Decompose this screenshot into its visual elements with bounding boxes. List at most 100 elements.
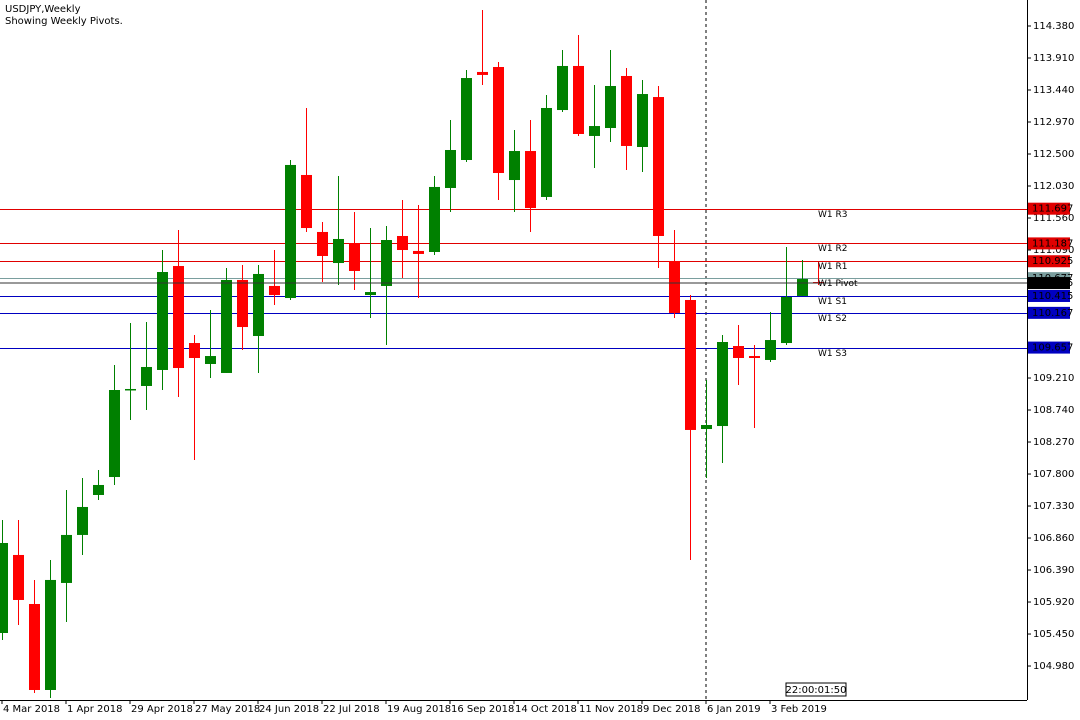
- y-tick-label: 113.440: [1033, 85, 1074, 96]
- candle-body: [493, 66, 504, 174]
- price-label-box: [1028, 306, 1070, 319]
- pivot-label: W1 R3: [818, 210, 847, 220]
- chart-title: USDJPY,Weekly: [5, 4, 81, 15]
- candle-body: [717, 341, 728, 427]
- price-label: 110.605: [1032, 278, 1073, 289]
- x-tick-label: 29 Apr 2018: [131, 704, 193, 715]
- candle-body: [573, 65, 584, 134]
- x-tick-label: 11 Nov 2018: [579, 704, 643, 715]
- candle-body: [205, 356, 216, 364]
- x-tick-label: 19 Aug 2018: [387, 704, 451, 715]
- timer-box: [785, 682, 847, 697]
- timer: 22:00:01:50: [785, 685, 846, 696]
- candle-body: [557, 65, 568, 111]
- y-tick-label: 107.800: [1033, 469, 1074, 480]
- y-tick-label: 105.450: [1033, 629, 1074, 640]
- candle-body: [0, 542, 8, 634]
- candle-body: [173, 266, 184, 369]
- y-tick-label: 112.970: [1033, 117, 1074, 128]
- y-tick-label: 112.500: [1033, 149, 1074, 160]
- y-tick-label: 114.380: [1033, 21, 1074, 32]
- x-tick-label: 1 Apr 2018: [67, 704, 122, 715]
- price-label-box: [1028, 255, 1070, 268]
- candle-body: [317, 231, 328, 257]
- x-tick-label: 27 May 2018: [195, 704, 260, 715]
- pivot-label: W1 S3: [818, 349, 847, 359]
- candle-body: [477, 71, 488, 75]
- pivot-label: W1 S1: [818, 297, 847, 307]
- price-label: 111.187: [1032, 238, 1073, 249]
- candle-body: [189, 343, 200, 359]
- candle-body: [525, 151, 536, 209]
- pivot-label: W1 S2: [818, 314, 847, 324]
- candle-body: [77, 506, 88, 535]
- candle-body: [589, 126, 600, 136]
- y-tick-label: 106.860: [1033, 533, 1074, 544]
- candle-body: [509, 151, 520, 181]
- candle-body: [429, 186, 440, 252]
- price-label-box: [1028, 289, 1070, 302]
- candle-body: [301, 174, 312, 229]
- x-tick-label: 6 Jan 2019: [707, 704, 761, 715]
- price-label: 110.925: [1032, 256, 1073, 267]
- candle-body: [45, 579, 56, 690]
- plot: [0, 10, 1027, 698]
- y-tick-label: 111.090: [1033, 245, 1074, 256]
- candle-body: [381, 240, 392, 286]
- x-tick-label: 3 Feb 2019: [771, 704, 827, 715]
- candle-body: [109, 390, 120, 478]
- candle-body: [605, 85, 616, 129]
- pivot-label: W1 Pivot: [818, 279, 858, 289]
- candle-body: [29, 603, 40, 690]
- candle-body: [141, 366, 152, 386]
- x-tick-label: 16 Sep 2018: [451, 704, 514, 715]
- pivot-label: W1 R2: [818, 244, 847, 254]
- price-label-box: [1028, 341, 1070, 354]
- x-tick-label: 14 Oct 2018: [515, 704, 577, 715]
- candle-body: [237, 279, 248, 328]
- candle-body: [765, 340, 776, 360]
- price-label: 109.657: [1032, 343, 1073, 354]
- price-label-box: [1028, 277, 1070, 290]
- candle-body: [413, 250, 424, 254]
- candle-body: [749, 356, 760, 359]
- candle-body: [93, 484, 104, 495]
- candle-body: [685, 299, 696, 430]
- y-tick-label: 104.980: [1033, 661, 1074, 672]
- y-tick-label: 107.330: [1033, 501, 1074, 512]
- candle-body: [221, 279, 232, 373]
- candle-body: [333, 238, 344, 264]
- candle-body: [349, 243, 360, 271]
- price-label-box: [1028, 202, 1070, 215]
- x-tick-label: 22 Jul 2018: [323, 704, 380, 715]
- candle-body: [445, 149, 456, 188]
- price-label: 110.167: [1032, 308, 1073, 319]
- candle-body: [669, 260, 680, 313]
- candle-body: [125, 388, 136, 391]
- y-tick-label: 108.270: [1033, 437, 1074, 448]
- y-tick-label: 105.920: [1033, 597, 1074, 608]
- candle-body: [285, 164, 296, 299]
- candle-body: [269, 285, 280, 296]
- candle-body: [781, 296, 792, 344]
- price-label-box: [1028, 237, 1070, 250]
- candle-body: [365, 292, 376, 296]
- y-tick-label: 108.740: [1033, 405, 1074, 416]
- x-tick-label: 9 Dec 2018: [643, 704, 701, 715]
- candle-body: [461, 78, 472, 161]
- y-tick-label: 109.210: [1033, 373, 1074, 384]
- candle-body: [61, 534, 72, 583]
- candle-body: [621, 75, 632, 146]
- candle-body: [701, 424, 712, 430]
- candle-body: [797, 279, 808, 296]
- candle-body: [733, 346, 744, 359]
- candle-body: [541, 107, 552, 197]
- candle-body: [397, 235, 408, 251]
- pivot-label: W1 R1: [818, 262, 847, 272]
- price-label: 111.697: [1032, 204, 1073, 215]
- y-tick-label: 113.910: [1033, 53, 1074, 64]
- candle-body: [253, 273, 264, 337]
- candle-body: [13, 554, 24, 600]
